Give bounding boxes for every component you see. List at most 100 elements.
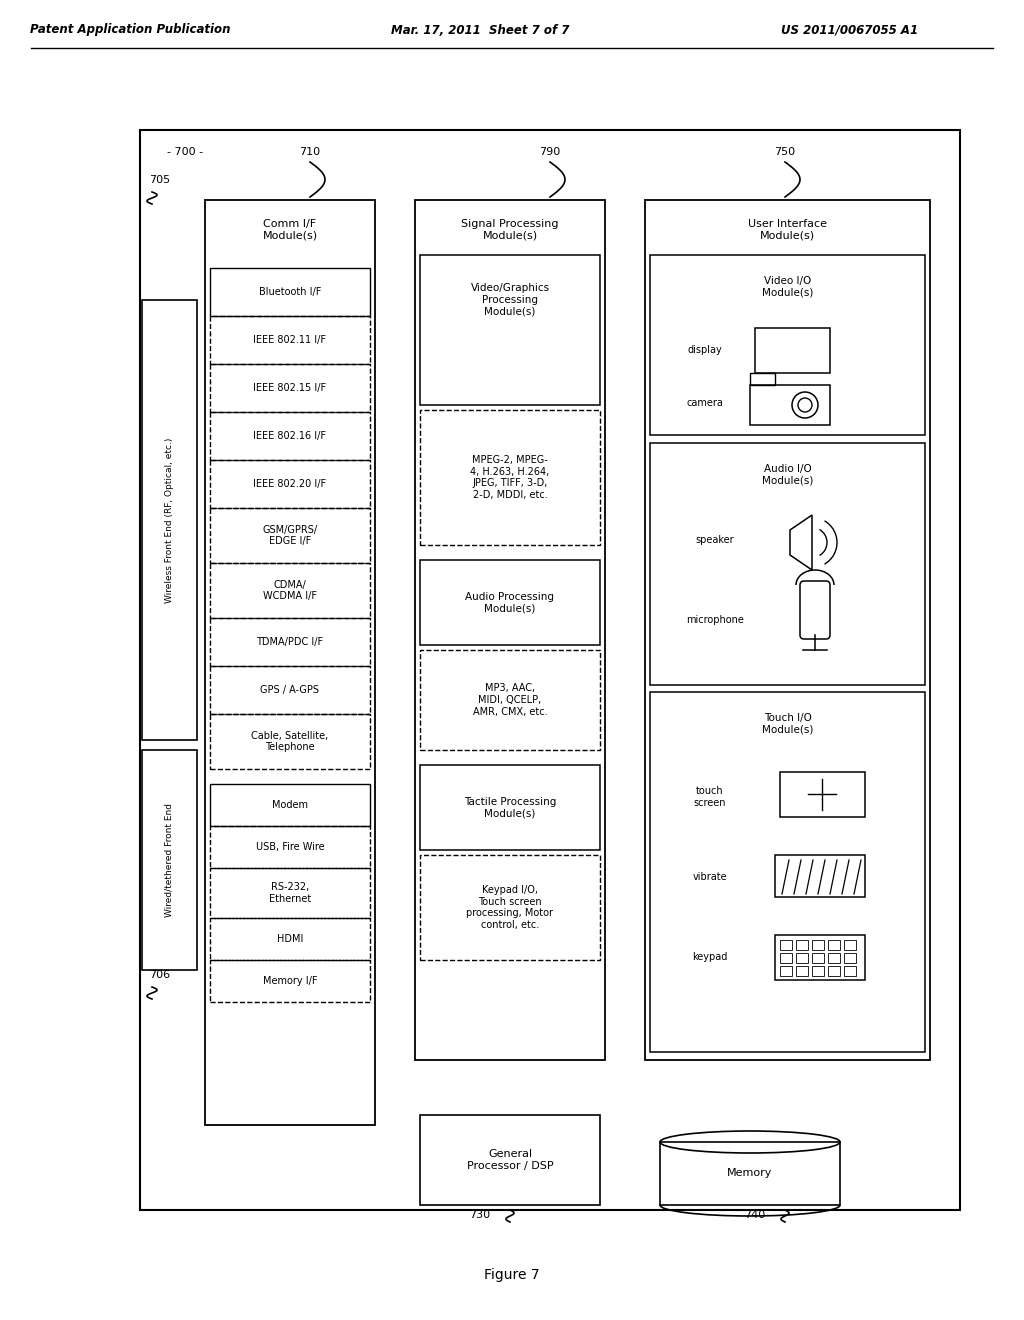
Bar — [780, 772, 865, 817]
Bar — [142, 750, 197, 970]
Text: Memory I/F: Memory I/F — [263, 975, 317, 986]
Text: 705: 705 — [150, 176, 171, 185]
Bar — [420, 560, 600, 645]
Bar — [780, 940, 792, 950]
Bar — [812, 940, 824, 950]
Bar — [210, 869, 370, 917]
Bar — [420, 649, 600, 750]
Bar — [210, 917, 370, 960]
Text: Cable, Satellite,
Telephone: Cable, Satellite, Telephone — [251, 731, 329, 752]
Text: HDMI: HDMI — [276, 935, 303, 944]
Text: IEEE 802.15 I/F: IEEE 802.15 I/F — [253, 383, 327, 393]
Bar — [142, 300, 197, 741]
Text: 790: 790 — [540, 147, 560, 157]
Text: MP3, AAC,
MIDI, QCELP,
AMR, CMX, etc.: MP3, AAC, MIDI, QCELP, AMR, CMX, etc. — [473, 684, 547, 717]
Bar — [775, 935, 865, 979]
Bar — [755, 327, 830, 374]
Text: Mar. 17, 2011  Sheet 7 of 7: Mar. 17, 2011 Sheet 7 of 7 — [391, 24, 569, 37]
Text: 706: 706 — [150, 970, 171, 979]
Bar — [210, 564, 370, 618]
Text: CDMA/
WCDMA I/F: CDMA/ WCDMA I/F — [263, 579, 317, 602]
Bar — [420, 766, 600, 850]
Text: camera: camera — [686, 399, 723, 408]
Bar — [210, 508, 370, 564]
Text: GPS / A-GPS: GPS / A-GPS — [260, 685, 319, 696]
Text: IEEE 802.11 I/F: IEEE 802.11 I/F — [254, 335, 327, 345]
Text: Keypad I/O,
Touch screen
processing, Motor
control, etc.: Keypad I/O, Touch screen processing, Mot… — [467, 886, 554, 929]
Bar — [775, 855, 865, 898]
Bar — [420, 855, 600, 960]
Bar — [812, 953, 824, 964]
Bar — [750, 374, 775, 385]
Bar — [210, 618, 370, 667]
Text: RS-232,
Ethernet: RS-232, Ethernet — [269, 882, 311, 904]
Text: Audio Processing
Module(s): Audio Processing Module(s) — [466, 591, 555, 614]
Text: USB, Fire Wire: USB, Fire Wire — [256, 842, 325, 851]
Bar — [210, 960, 370, 1002]
Text: keypad: keypad — [692, 952, 728, 962]
Bar — [210, 667, 370, 714]
Bar — [210, 364, 370, 412]
Bar — [844, 966, 856, 975]
Bar — [828, 966, 840, 975]
Bar — [210, 714, 370, 770]
Bar — [780, 966, 792, 975]
Text: Video/Graphics
Processing
Module(s): Video/Graphics Processing Module(s) — [470, 284, 550, 317]
Bar — [210, 826, 370, 869]
Text: Signal Processing
Module(s): Signal Processing Module(s) — [461, 219, 559, 240]
Text: General
Processor / DSP: General Processor / DSP — [467, 1150, 553, 1171]
Text: MPEG-2, MPEG-
4, H.263, H.264,
JPEG, TIFF, 3-D,
2-D, MDDI, etc.: MPEG-2, MPEG- 4, H.263, H.264, JPEG, TIF… — [470, 455, 550, 500]
Bar — [420, 255, 600, 405]
Text: vibrate: vibrate — [692, 873, 727, 882]
Text: TDMA/PDC I/F: TDMA/PDC I/F — [256, 638, 324, 647]
Bar — [796, 966, 808, 975]
Text: Modem: Modem — [272, 800, 308, 810]
Bar — [812, 966, 824, 975]
Bar — [750, 385, 830, 425]
Bar — [650, 255, 925, 436]
Bar — [780, 953, 792, 964]
Bar — [420, 1115, 600, 1205]
Text: 740: 740 — [744, 1210, 766, 1220]
Text: IEEE 802.16 I/F: IEEE 802.16 I/F — [254, 432, 327, 441]
Text: Bluetooth I/F: Bluetooth I/F — [259, 286, 322, 297]
Text: display: display — [688, 345, 722, 355]
Bar — [796, 940, 808, 950]
Bar — [828, 953, 840, 964]
Text: User Interface
Module(s): User Interface Module(s) — [748, 219, 827, 240]
Text: Wireless Front End (RF, Optical, etc.): Wireless Front End (RF, Optical, etc.) — [165, 437, 174, 603]
Bar — [210, 315, 370, 364]
Bar — [650, 444, 925, 685]
Bar — [140, 129, 959, 1210]
Text: 750: 750 — [774, 147, 796, 157]
Bar — [210, 459, 370, 508]
Bar — [415, 201, 605, 1060]
Bar — [210, 412, 370, 459]
Bar — [660, 1142, 840, 1205]
Text: Audio I/O
Module(s): Audio I/O Module(s) — [762, 465, 813, 486]
Text: IEEE 802.20 I/F: IEEE 802.20 I/F — [253, 479, 327, 488]
Text: microphone: microphone — [686, 615, 744, 624]
Text: speaker: speaker — [695, 535, 734, 545]
Bar — [645, 201, 930, 1060]
Text: 730: 730 — [469, 1210, 490, 1220]
Text: Memory: Memory — [727, 1168, 773, 1179]
Text: 710: 710 — [299, 147, 321, 157]
Bar — [844, 953, 856, 964]
Text: Wired/tethered Front End: Wired/tethered Front End — [165, 803, 174, 917]
Bar — [650, 692, 925, 1052]
Text: Figure 7: Figure 7 — [484, 1269, 540, 1282]
Bar — [796, 953, 808, 964]
Bar — [210, 784, 370, 826]
Text: Patent Application Publication: Patent Application Publication — [30, 24, 230, 37]
Text: GSM/GPRS/
EDGE I/F: GSM/GPRS/ EDGE I/F — [262, 525, 317, 546]
Bar — [828, 940, 840, 950]
Bar — [210, 268, 370, 315]
Bar — [420, 411, 600, 545]
Text: - 700 -: - 700 - — [167, 147, 203, 157]
Text: Tactile Processing
Module(s): Tactile Processing Module(s) — [464, 797, 556, 818]
Text: Comm I/F
Module(s): Comm I/F Module(s) — [262, 219, 317, 240]
Text: touch
screen: touch screen — [693, 787, 726, 808]
Text: Touch I/O
Module(s): Touch I/O Module(s) — [762, 713, 813, 735]
Bar — [205, 201, 375, 1125]
